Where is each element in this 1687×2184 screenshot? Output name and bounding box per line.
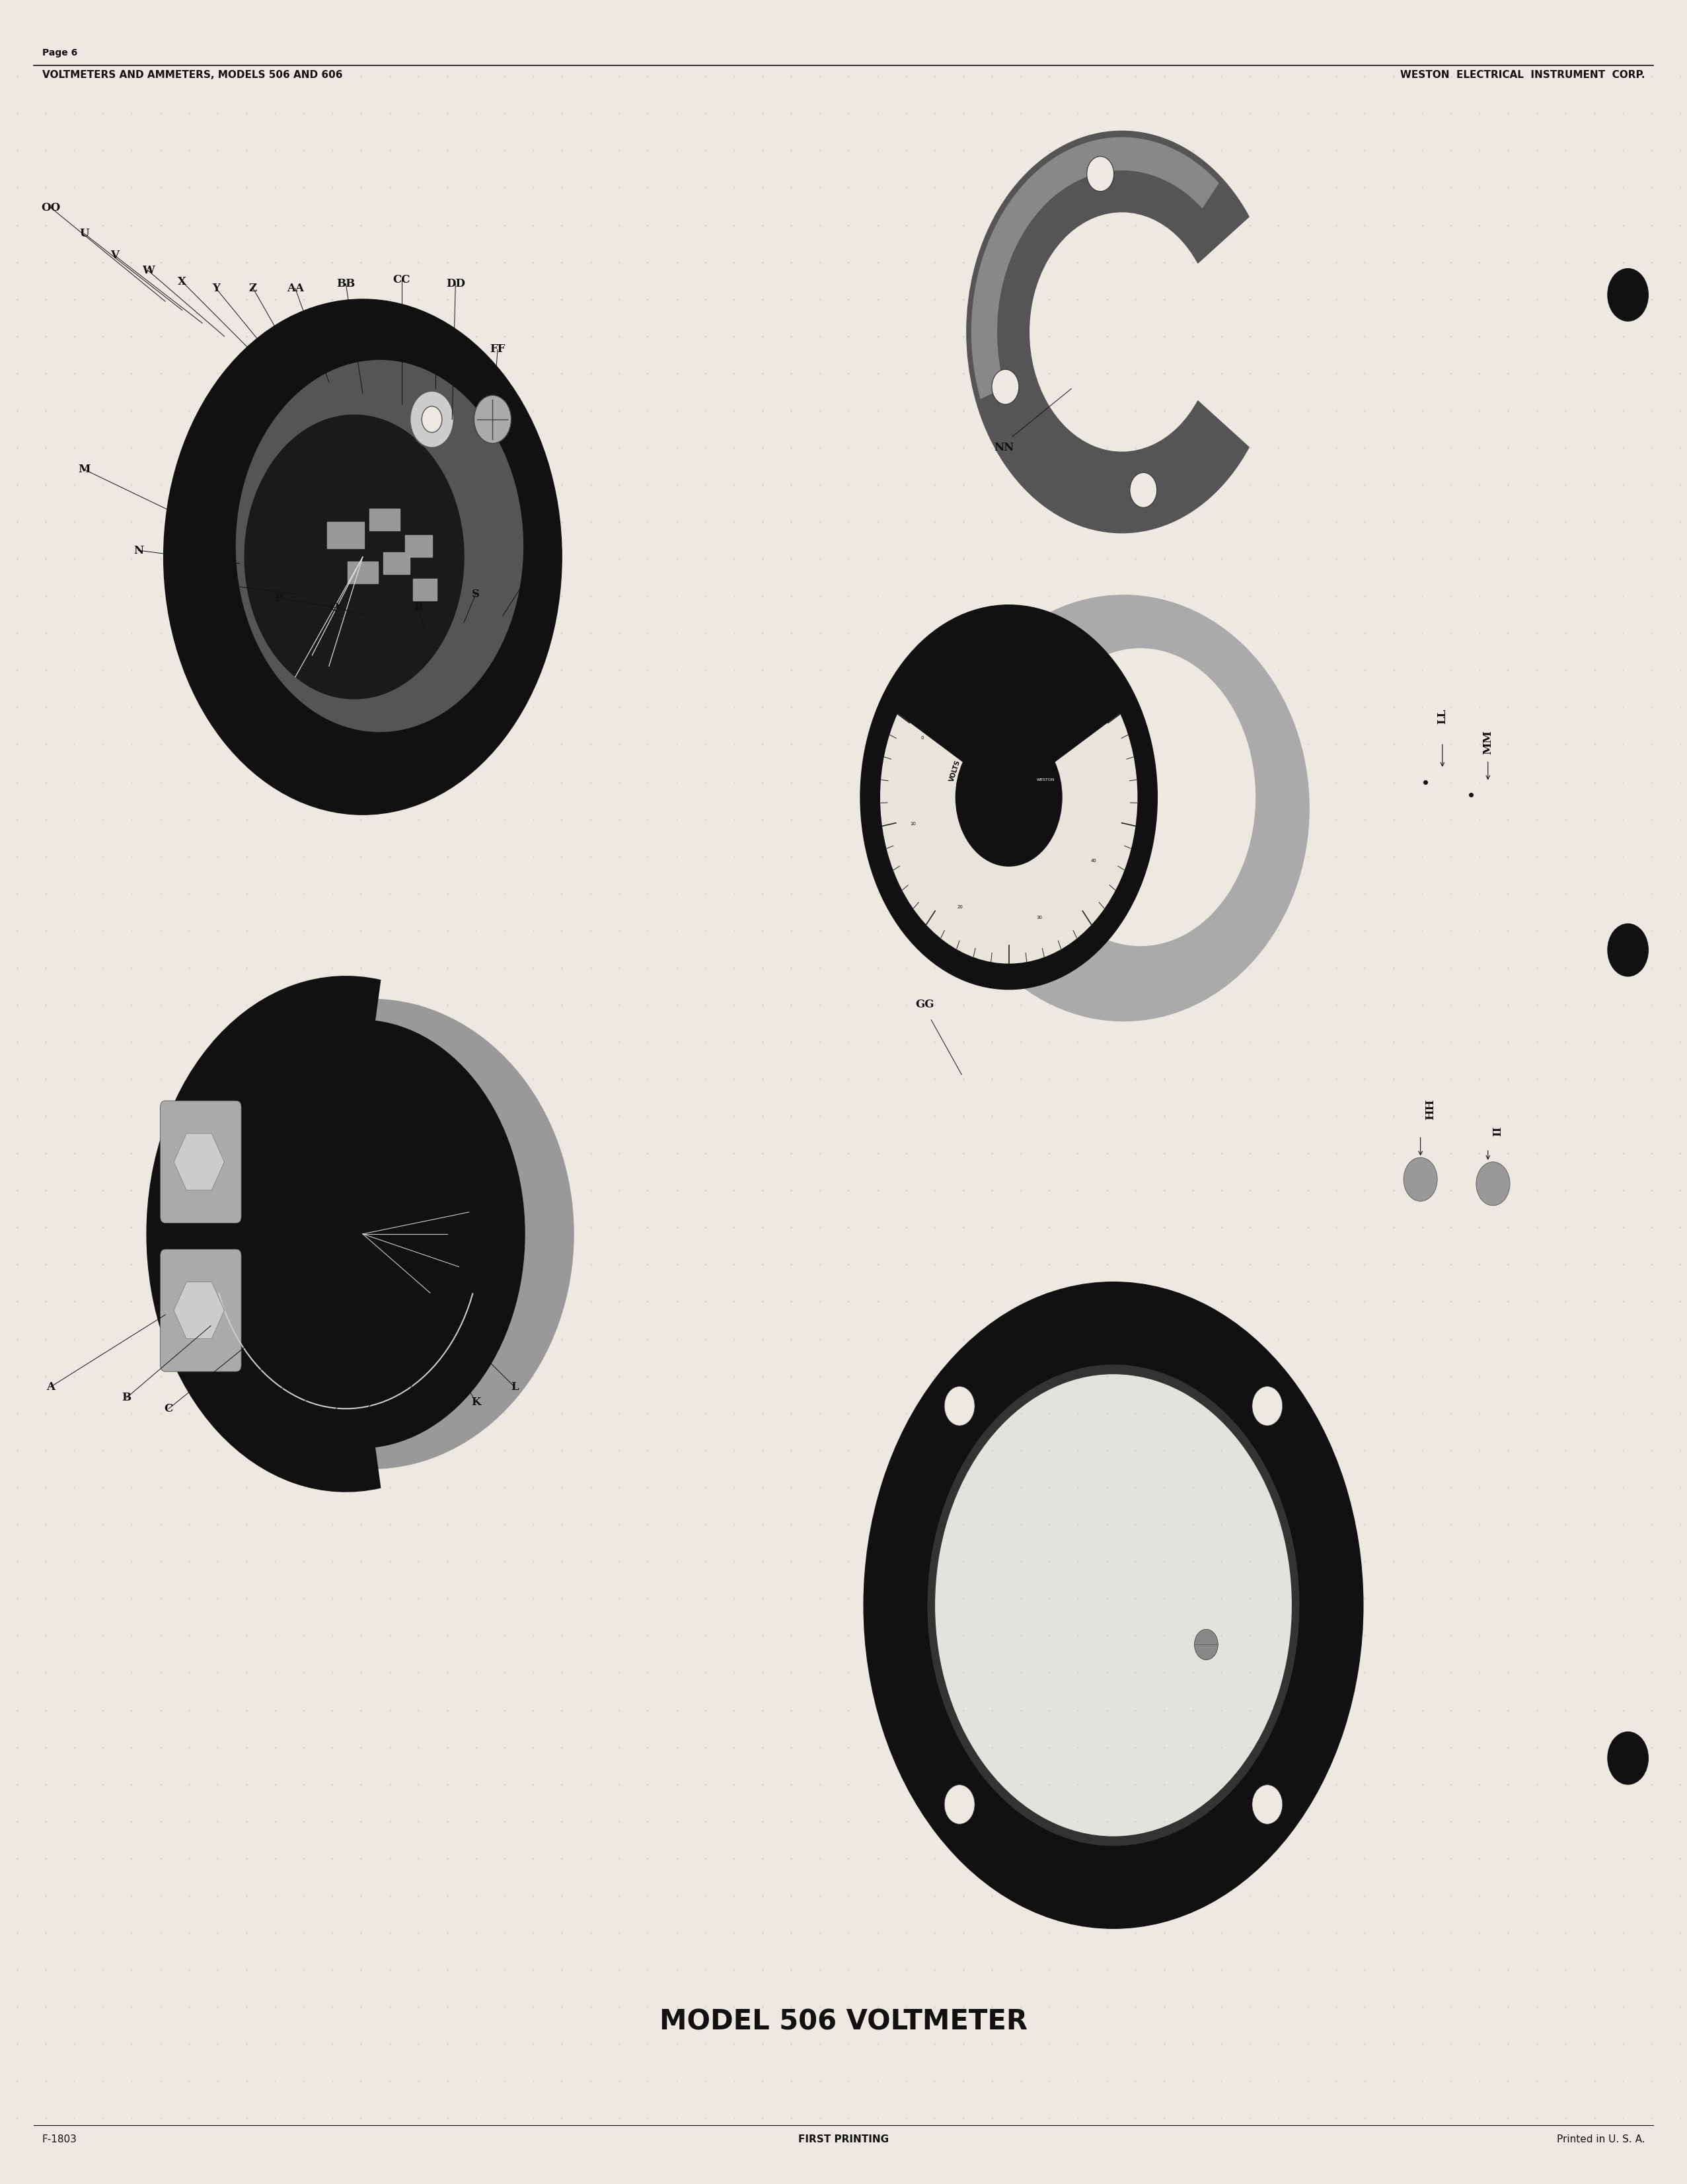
Text: P: P (275, 592, 282, 605)
Text: J: J (899, 670, 906, 684)
FancyBboxPatch shape (160, 1101, 241, 1223)
Ellipse shape (169, 1000, 574, 1468)
Wedge shape (864, 1282, 1363, 1928)
Text: VOLTMETERS AND AMMETERS, MODELS 506 AND 606: VOLTMETERS AND AMMETERS, MODELS 506 AND … (42, 70, 342, 81)
Text: X: X (177, 275, 187, 288)
Circle shape (236, 360, 523, 732)
Text: M: M (78, 463, 91, 476)
Ellipse shape (938, 594, 1309, 1022)
Circle shape (422, 406, 442, 432)
Circle shape (1130, 472, 1157, 507)
Text: B: B (121, 1391, 132, 1404)
Wedge shape (928, 1365, 1299, 1845)
Text: O: O (223, 579, 233, 592)
Circle shape (1026, 649, 1255, 946)
Text: L: L (511, 1380, 518, 1393)
Text: C: C (164, 1402, 174, 1415)
Text: CC: CC (393, 273, 410, 286)
Circle shape (935, 1374, 1292, 1837)
Polygon shape (174, 1133, 224, 1190)
Text: S: S (472, 587, 479, 601)
Text: R: R (413, 601, 423, 614)
Text: I: I (398, 1413, 405, 1426)
Circle shape (1608, 924, 1648, 976)
Circle shape (245, 415, 464, 699)
Text: Z: Z (250, 282, 256, 295)
Wedge shape (967, 131, 1248, 533)
Text: N: N (133, 544, 143, 557)
Text: K: K (471, 1396, 481, 1409)
Text: J: J (435, 1409, 442, 1422)
Text: BB: BB (336, 277, 356, 290)
Text: F: F (283, 1413, 290, 1426)
Text: EE: EE (427, 332, 444, 345)
Text: FIRST PRINTING: FIRST PRINTING (798, 2134, 889, 2145)
Text: G: G (319, 1417, 329, 1431)
Text: W: W (142, 264, 155, 277)
Polygon shape (174, 1282, 224, 1339)
Text: 20: 20 (957, 904, 963, 909)
FancyBboxPatch shape (160, 1249, 241, 1372)
Circle shape (1404, 1158, 1437, 1201)
Circle shape (1608, 269, 1648, 321)
Text: 0: 0 (921, 736, 924, 740)
Circle shape (1194, 1629, 1218, 1660)
Text: FF: FF (489, 343, 506, 356)
Circle shape (1252, 1387, 1282, 1426)
Text: F-1803: F-1803 (42, 2134, 78, 2145)
Circle shape (474, 395, 511, 443)
Bar (383, 553, 410, 574)
Bar (348, 561, 378, 583)
Text: WESTON  ELECTRICAL  INSTRUMENT  CORP.: WESTON ELECTRICAL INSTRUMENT CORP. (1400, 70, 1645, 81)
Text: V: V (110, 249, 120, 262)
Bar (327, 522, 364, 548)
Wedge shape (881, 714, 1137, 963)
Wedge shape (972, 138, 1218, 397)
Wedge shape (147, 976, 380, 1492)
Bar (405, 535, 432, 557)
Circle shape (1086, 157, 1113, 192)
Circle shape (992, 369, 1019, 404)
Circle shape (945, 1387, 975, 1426)
Circle shape (164, 299, 562, 815)
Text: D: D (206, 1409, 216, 1422)
Text: H: H (358, 1409, 368, 1422)
Text: U: U (79, 227, 89, 240)
Text: MODEL 506 VOLTMETER: MODEL 506 VOLTMETER (660, 2007, 1027, 2035)
Text: AA: AA (287, 282, 304, 295)
Text: A: A (46, 1380, 56, 1393)
Text: LL: LL (1437, 708, 1447, 725)
Text: 30: 30 (1036, 915, 1043, 919)
Text: 40: 40 (1090, 858, 1097, 863)
Text: GG: GG (914, 998, 935, 1011)
Text: Printed in U. S. A.: Printed in U. S. A. (1557, 2134, 1645, 2145)
Circle shape (860, 605, 1157, 989)
Text: OO: OO (40, 201, 61, 214)
Bar (413, 579, 437, 601)
Text: WESTON: WESTON (1038, 778, 1054, 782)
Text: Page 6: Page 6 (42, 48, 78, 57)
Text: Y: Y (213, 282, 219, 295)
Text: E: E (246, 1417, 253, 1431)
Circle shape (1252, 1784, 1282, 1824)
Text: DD: DD (445, 277, 466, 290)
Circle shape (194, 1020, 525, 1448)
Circle shape (1476, 1162, 1510, 1206)
Circle shape (410, 391, 454, 448)
Text: NN: NN (994, 441, 1014, 454)
Circle shape (1608, 1732, 1648, 1784)
Text: MM: MM (1483, 729, 1493, 756)
Bar (369, 509, 400, 531)
Text: HH: HH (1426, 1099, 1436, 1120)
Text: 10: 10 (911, 821, 916, 826)
Text: II: II (1493, 1127, 1503, 1136)
Text: VOLTS: VOLTS (948, 760, 962, 782)
Text: KK: KK (1061, 653, 1081, 666)
Text: T: T (523, 572, 530, 585)
Circle shape (945, 1784, 975, 1824)
Text: Q: Q (329, 601, 339, 614)
